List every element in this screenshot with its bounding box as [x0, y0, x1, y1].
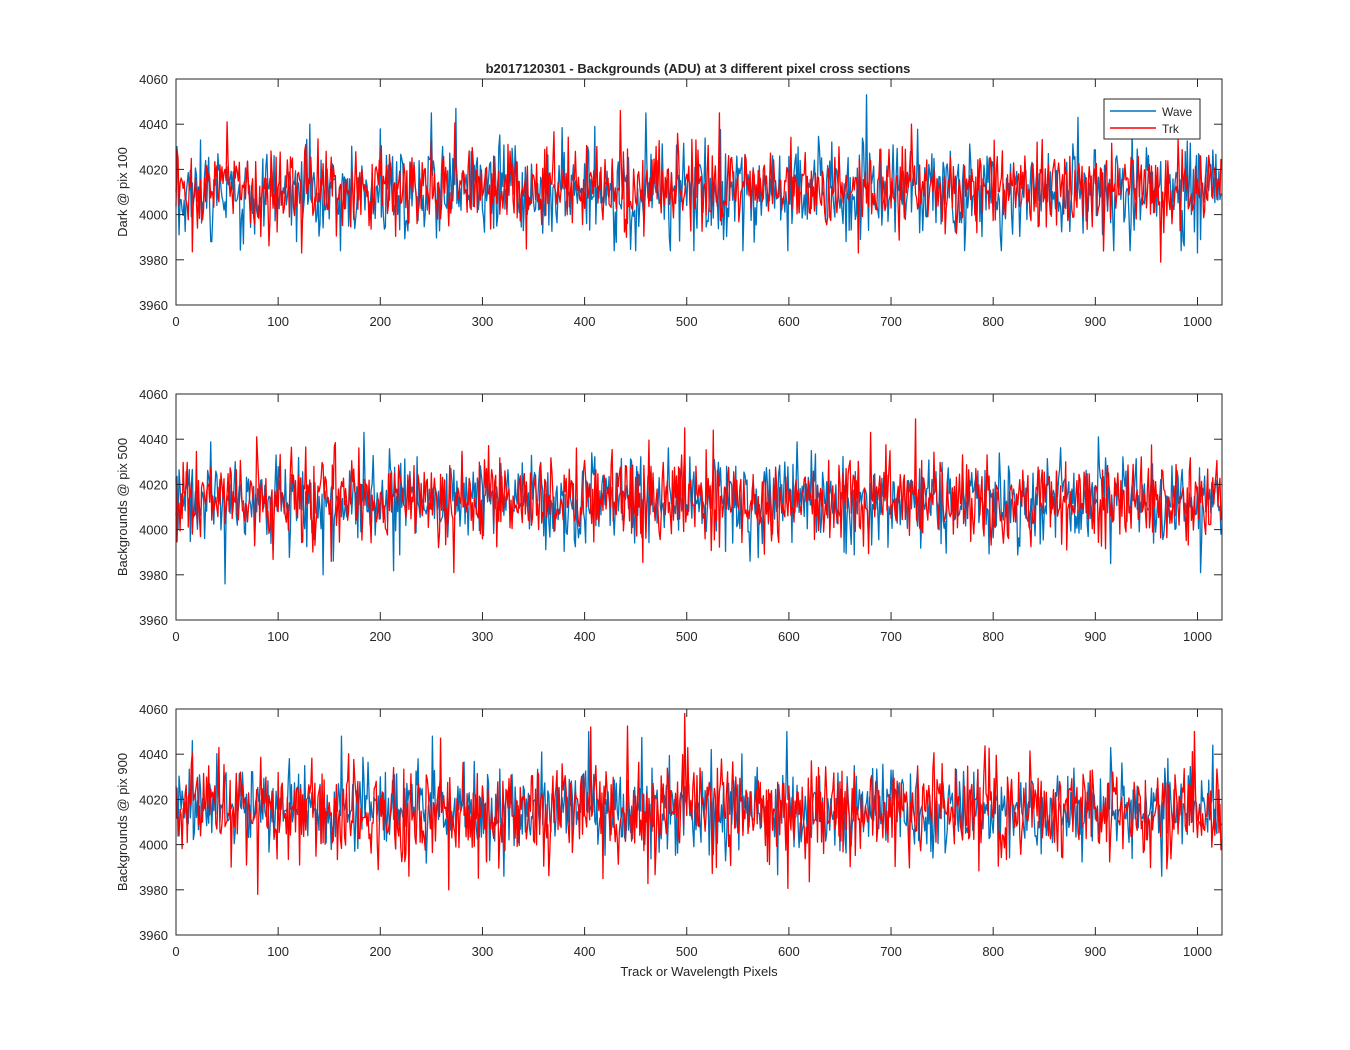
- subplot-3-ytick-label: 4020: [139, 792, 168, 807]
- subplot-1-xtick-label: 700: [880, 314, 902, 329]
- subplot-1-xtick-label: 500: [676, 314, 698, 329]
- subplot-2-ytick-label: 4020: [139, 477, 168, 492]
- subplot-2-series-trk-line: [175, 418, 1222, 574]
- subplot-2-xtick-label: 100: [267, 629, 289, 644]
- subplot-1-ytick-label: 4060: [139, 72, 168, 87]
- legend: Wave Trk: [1103, 98, 1201, 140]
- subplot-3-xtick-label: 0: [172, 944, 179, 959]
- subplot-1-series-trk-line: [175, 109, 1222, 263]
- subplot-2-xtick-label: 600: [778, 629, 800, 644]
- subplot-2-ytick-label: 4040: [139, 432, 168, 447]
- subplot-3-xtick-label: 600: [778, 944, 800, 959]
- subplot-1-ytick-label: 3960: [139, 298, 168, 313]
- subplot-3-ytick-label: 3980: [139, 883, 168, 898]
- subplot-1-xtick-label: 800: [982, 314, 1004, 329]
- subplot-3-xtick-label: 900: [1084, 944, 1106, 959]
- legend-wave-label: Wave: [1162, 105, 1193, 119]
- subplot-1-ylabel: Dark @ pix 100: [115, 147, 130, 237]
- subplot-1-xtick-label: 400: [574, 314, 596, 329]
- subplot-1-xtick-label: 1000: [1183, 314, 1212, 329]
- subplot-2-xtick-label: 1000: [1183, 629, 1212, 644]
- subplot-1-xtick-label: 600: [778, 314, 800, 329]
- subplot-1-ytick-label: 4040: [139, 117, 168, 132]
- subplot-3-xtick-label: 400: [574, 944, 596, 959]
- subplot-3-xtick-label: 800: [982, 944, 1004, 959]
- subplot-1-xtick-label: 100: [267, 314, 289, 329]
- subplot-2-series: [175, 418, 1222, 585]
- subplot-2-xtick-label: 0: [172, 629, 179, 644]
- subplot-1-xtick-label: 200: [369, 314, 391, 329]
- subplot-1-series: [175, 94, 1222, 263]
- subplot-2-xtick-label: 900: [1084, 629, 1106, 644]
- subplot-2-ytick-label: 4000: [139, 523, 168, 538]
- subplot-2-xtick-label: 500: [676, 629, 698, 644]
- subplot-3-ytick-label: 4000: [139, 838, 168, 853]
- subplot-2-xtick-label: 800: [982, 629, 1004, 644]
- subplot-1: 0 100 200 300 400 500 600 700 800 900 1000 3960 3980…: [115, 72, 1223, 329]
- subplot-1-xtick-label: 300: [472, 314, 494, 329]
- subplot-3-series: [175, 712, 1222, 895]
- subplot-2-ytick-label: 3960: [139, 613, 168, 628]
- subplot-3-xtick-label: 1000: [1183, 944, 1212, 959]
- subplot-2-xtick-label: 300: [472, 629, 494, 644]
- x-axis-label: Track or Wavelength Pixels: [620, 964, 778, 979]
- subplot-3-ylabel: Backgrounds @ pix 900: [115, 753, 130, 891]
- subplot-2: 0 100 200 300 400 500 600 700 800 900 1000 3960 3980…: [115, 387, 1223, 644]
- subplot-3-ticks: 0 100 200 300 400 500 600 700 800 900 1000 3960 3980…: [139, 702, 1222, 959]
- subplot-3-xtick-label: 200: [369, 944, 391, 959]
- subplot-2-ticks: 0 100 200 300 400 500 600 700 800 900 1000 3960 3980…: [139, 387, 1222, 644]
- subplot-3-ytick-label: 3960: [139, 928, 168, 943]
- subplot-2-xtick-label: 400: [574, 629, 596, 644]
- subplot-3: 0 100 200 300 400 500 600 700 800 900 1000 3960 3980…: [115, 702, 1223, 959]
- subplot-1-axes-box: [175, 78, 1223, 306]
- legend-box: [1103, 98, 1201, 140]
- subplot-3-xtick-label: 300: [472, 944, 494, 959]
- subplot-2-ytick-label: 3980: [139, 568, 168, 583]
- subplot-2-xtick-label: 200: [369, 629, 391, 644]
- subplot-1-ticks: 0 100 200 300 400 500 600 700 800 900 1000 3960 3980…: [139, 72, 1222, 329]
- subplot-3-axes-box: [175, 708, 1223, 936]
- subplot-3-xtick-label: 700: [880, 944, 902, 959]
- subplot-3-xtick-label: 500: [676, 944, 698, 959]
- subplot-3-xtick-label: 100: [267, 944, 289, 959]
- figure-title: b2017120301 - Backgrounds (ADU) at 3 dif…: [486, 61, 911, 76]
- subplot-2-axes-box: [175, 393, 1223, 621]
- subplot-2-ylabel: Backgrounds @ pix 500: [115, 438, 130, 576]
- subplot-1-ytick-label: 3980: [139, 253, 168, 268]
- subplot-1-ytick-label: 4000: [139, 208, 168, 223]
- subplot-2-ytick-label: 4060: [139, 387, 168, 402]
- subplot-3-series-trk-line: [175, 712, 1222, 895]
- subplot-3-ytick-label: 4040: [139, 747, 168, 762]
- legend-trk-label: Trk: [1162, 122, 1180, 136]
- subplot-3-ytick-label: 4060: [139, 702, 168, 717]
- subplot-1-xtick-label: 900: [1084, 314, 1106, 329]
- subplot-1-ytick-label: 4020: [139, 162, 168, 177]
- subplot-1-xtick-label: 0: [172, 314, 179, 329]
- subplot-2-xtick-label: 700: [880, 629, 902, 644]
